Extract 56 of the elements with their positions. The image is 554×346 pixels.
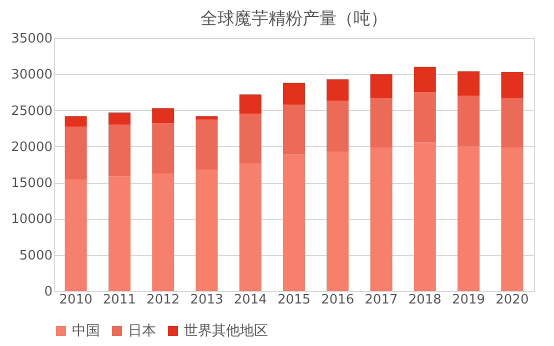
bar	[196, 120, 218, 170]
bar	[501, 148, 524, 291]
bar	[239, 114, 262, 164]
bar	[283, 82, 305, 105]
bar	[326, 79, 349, 101]
x-tick-label: 2011	[102, 292, 136, 308]
x-tick-label: 2020	[496, 292, 529, 308]
bar	[64, 126, 87, 180]
bar	[283, 104, 305, 154]
bar	[152, 108, 174, 124]
bar	[108, 112, 130, 125]
x-tick-label: 2018	[408, 292, 442, 308]
y-tick-label: 25000	[11, 104, 52, 119]
y-tick-label: 15000	[11, 176, 52, 192]
bar	[501, 72, 524, 98]
bar	[239, 163, 262, 291]
bar	[370, 98, 392, 148]
x-tick-label: 2017	[364, 292, 398, 308]
bar	[501, 98, 524, 148]
x-tick-label: 2015	[277, 292, 311, 308]
y-tick-label: 30000	[11, 68, 52, 83]
bar	[196, 170, 218, 291]
y-tick-label: 0	[44, 284, 52, 300]
x-tick-label: 2016	[321, 292, 354, 308]
legend-label: 世界其他地区	[184, 323, 268, 339]
bar	[458, 71, 480, 96]
bar	[108, 124, 130, 176]
bar	[196, 116, 218, 120]
y-tick-label: 20000	[11, 140, 52, 155]
x-tick-label: 2012	[146, 292, 180, 308]
bar	[152, 123, 174, 174]
bar	[283, 154, 305, 291]
x-tick-label: 2013	[190, 292, 224, 308]
bar	[414, 92, 436, 142]
bar	[458, 96, 480, 146]
chart-title: 全球魔芋精粉产量（吨）	[200, 9, 388, 29]
bar	[64, 180, 87, 291]
bar	[108, 176, 130, 291]
bar	[326, 100, 349, 152]
bar	[239, 94, 262, 114]
x-tick-label: 2014	[234, 292, 267, 308]
bar	[370, 74, 392, 98]
bar	[64, 116, 87, 127]
bar	[326, 151, 349, 291]
legend-label: 日本	[128, 323, 156, 339]
bar	[414, 66, 436, 92]
x-tick-label: 2010	[59, 292, 92, 308]
bar	[370, 148, 392, 291]
bar	[414, 142, 436, 291]
bar	[458, 146, 480, 291]
x-tick-label: 2019	[452, 292, 486, 308]
y-tick-label: 35000	[11, 32, 52, 46]
legend-label: 中国	[72, 323, 100, 339]
bar	[152, 174, 174, 291]
y-tick-label: 10000	[11, 212, 52, 228]
y-tick-label: 5000	[19, 248, 52, 264]
